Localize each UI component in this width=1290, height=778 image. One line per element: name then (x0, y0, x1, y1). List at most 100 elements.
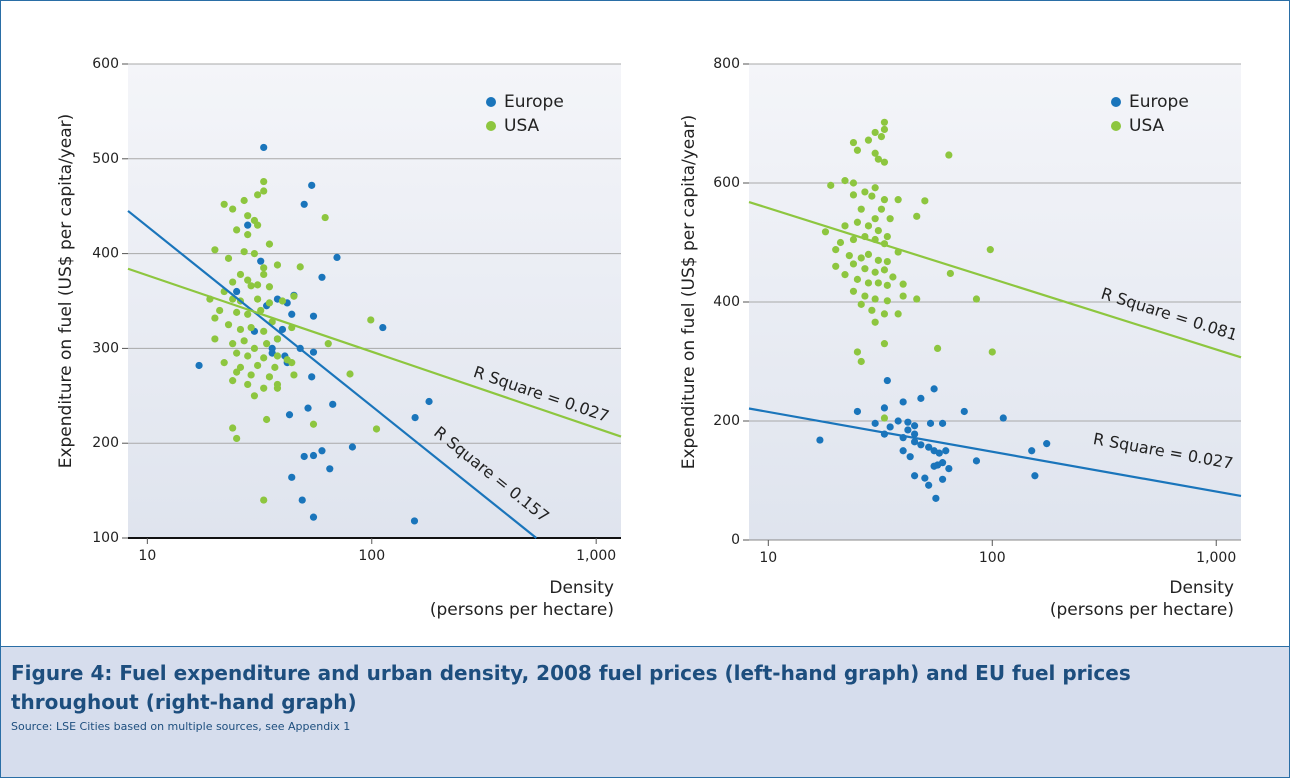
data-point (1028, 447, 1036, 455)
data-point (309, 420, 318, 428)
data-point (273, 335, 282, 343)
data-point (935, 449, 943, 457)
data-point (220, 359, 228, 367)
data-point (886, 215, 894, 223)
data-point (894, 196, 902, 204)
data-point (845, 251, 853, 260)
data-point (265, 283, 274, 291)
data-point (841, 177, 849, 185)
data-point (883, 376, 891, 385)
data-point (260, 143, 268, 152)
x-tick-label: 100 (358, 548, 385, 564)
data-point (925, 481, 933, 489)
y-tick-label: 300 (92, 340, 119, 356)
data-point (233, 226, 241, 234)
data-point (318, 273, 326, 281)
data-point (244, 380, 252, 389)
legend-label: USA (1129, 116, 1165, 136)
legend-marker (486, 97, 496, 107)
data-point (290, 371, 298, 379)
data-point (263, 415, 271, 424)
data-point (240, 248, 248, 256)
data-point (874, 155, 882, 163)
data-point (211, 246, 219, 254)
x-tick-label: 1,000 (1196, 550, 1236, 566)
data-point (229, 278, 237, 286)
data-point (853, 348, 862, 356)
x-tick-label: 100 (979, 550, 1006, 566)
data-point (247, 371, 255, 379)
caption-title: Figure 4: Fuel expenditure and urban den… (11, 661, 1131, 714)
data-point (278, 297, 287, 305)
data-point (254, 281, 262, 289)
data-point (425, 397, 433, 406)
data-point (260, 384, 268, 392)
data-point (211, 335, 219, 343)
data-point (886, 423, 894, 431)
data-point (906, 453, 914, 461)
data-point (832, 262, 840, 270)
data-point (346, 370, 354, 378)
data-point (288, 359, 296, 367)
data-point (244, 276, 252, 284)
data-point (853, 218, 862, 226)
data-point (288, 473, 296, 481)
y-tick-label: 400 (713, 294, 740, 310)
data-point (910, 430, 919, 438)
data-point (853, 146, 862, 154)
data-point (880, 404, 889, 412)
data-point (229, 424, 237, 432)
data-point (309, 348, 318, 356)
data-point (899, 292, 907, 300)
legend-label: Europe (1129, 92, 1189, 112)
y-tick-label: 600 (92, 56, 119, 72)
data-point (861, 292, 869, 300)
data-point (864, 136, 873, 144)
data-point (308, 373, 316, 381)
data-point (861, 265, 869, 273)
data-point (930, 462, 938, 470)
data-point (871, 128, 879, 137)
data-point (910, 422, 919, 430)
data-point (874, 256, 882, 264)
data-point (853, 407, 862, 416)
x-axis-label: (persons per hectare) (1050, 600, 1234, 620)
data-point (250, 392, 259, 400)
data-point (257, 257, 265, 265)
data-point (260, 187, 268, 195)
trend-line (127, 267, 622, 438)
data-point (290, 292, 298, 300)
data-point (930, 385, 938, 393)
data-point (233, 349, 241, 357)
data-point (871, 268, 879, 276)
data-point (233, 308, 241, 316)
y-tick-label: 400 (92, 246, 119, 262)
data-point (871, 295, 879, 303)
data-point (265, 240, 274, 248)
data-point (288, 310, 296, 318)
data-point (285, 411, 294, 419)
data-point (880, 196, 889, 204)
data-point (946, 269, 954, 278)
trend-line (748, 407, 1242, 498)
data-point (220, 200, 228, 208)
data-point (821, 228, 830, 236)
data-point (263, 340, 271, 348)
legend-marker (1111, 97, 1121, 107)
data-point (877, 205, 886, 213)
y-tick-label: 100 (92, 530, 119, 546)
data-point (999, 414, 1007, 422)
data-point (925, 443, 933, 451)
data-point (309, 451, 318, 460)
data-point (880, 340, 889, 348)
trend-line (748, 200, 1242, 359)
data-point (910, 438, 919, 446)
data-point (348, 443, 357, 451)
data-point (309, 312, 318, 320)
legend-marker (486, 121, 496, 131)
data-point (250, 344, 259, 352)
data-point (945, 151, 953, 159)
data-point (933, 344, 942, 353)
x-axis-label: Density (549, 578, 614, 598)
data-point (233, 368, 241, 376)
